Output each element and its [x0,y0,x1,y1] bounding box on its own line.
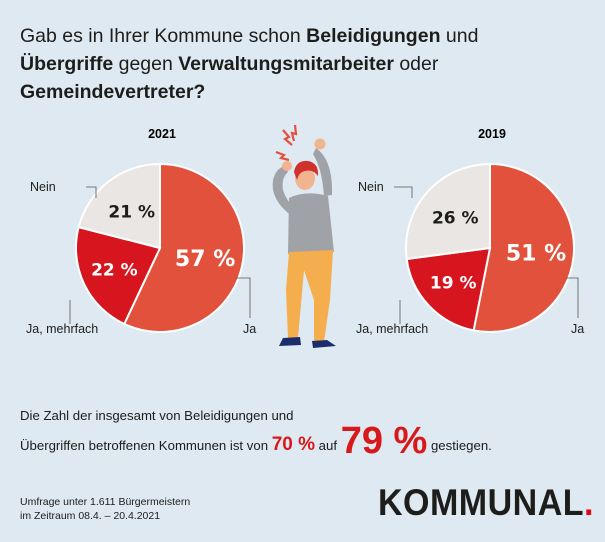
pie-slice-ja [472,162,575,333]
slice-value-label: 21 % [108,203,155,223]
right-arm [313,148,333,196]
pie-slice-nein [405,162,491,261]
anger-spark-icon [290,124,298,142]
summary-line: Übergriffen betroffenen Kommunen ist von [20,438,272,453]
pie-slice-ja-mehrfach [75,225,162,326]
title-text: oder [393,53,439,75]
chart-year-label: 2019 [478,127,506,141]
summary-text-mid: auf [315,438,341,453]
pie-slice-nein [77,162,161,250]
source-line: Umfrage unter 1.611 Bürgermeistern [20,496,191,508]
torso [288,193,334,254]
shoe-icon [279,337,301,346]
angry-person-illustration [272,124,336,348]
callout-line-nein [394,186,413,198]
summary-value-from: 70 % [271,434,316,455]
pie-slice-ja-mehrfach [405,246,492,332]
pie-chart-2021: 2021 57 % 22 % 21 % Nein Ja, mehrfach Ja [26,127,256,336]
title-bold: Beleidigungen [306,25,441,47]
summary-text-end: gestiegen. [427,438,492,453]
anger-spark-icon [275,150,290,162]
legs [286,250,333,342]
hand-icon [282,161,292,171]
slice-value-label: 57 % [175,247,235,272]
logo-dot: . [583,482,594,523]
slice-value-label: 19 % [430,274,477,294]
title-text: gegen [113,53,179,75]
title-bold: Gemeindevertreter? [20,81,206,103]
pie-slice-ja [122,162,245,333]
category-label-ja-mehrfach: Ja, mehrfach [356,322,428,336]
hair-icon [294,160,319,180]
source-note: Umfrage unter 1.611 Bürgermeistern im Ze… [20,495,320,523]
summary-text: Die Zahl der insgesamt von Beleidigungen… [20,405,590,460]
title-text: Gab es in Ihrer Kommune schon [20,25,307,47]
category-label-nein: Nein [358,180,384,194]
callout-line-ja [236,277,251,318]
kommunal-logo: KOMMUNAL. [378,482,594,524]
summary-line: Die Zahl der insgesamt von Beleidigungen… [20,408,294,423]
anger-spark-icon [282,129,293,146]
chart-year-label: 2021 [148,127,176,141]
shoe-icon [312,340,336,348]
pie-chart-2019: 2019 51 % 19 % 26 % Nein Ja, mehrfach Ja [356,127,584,336]
category-label-nein: Nein [30,180,56,194]
title-bold: Verwaltungsmitarbeiter [178,53,394,75]
fist-icon [314,138,326,150]
category-label-ja: Ja [571,322,584,336]
callout-line-nein [86,186,97,198]
slice-value-label: 22 % [91,261,138,281]
logo-text: KOMMUNAL [378,482,584,523]
chart-title: Gab es in Ihrer Kommune schon Beleidigun… [20,22,520,106]
slice-value-label: 51 % [506,241,566,266]
callout-line-ja [566,277,579,318]
summary-value-to: 79 % [340,420,428,462]
source-line: im Zeitraum 08.4. – 20.4.2021 [20,510,161,522]
category-label-ja-mehrfach: Ja, mehrfach [26,322,98,336]
category-label-ja: Ja [243,322,256,336]
left-arm [272,166,298,216]
title-text: und [440,25,479,47]
slice-value-label: 26 % [432,209,479,229]
title-bold: Übergriffe [20,53,114,75]
